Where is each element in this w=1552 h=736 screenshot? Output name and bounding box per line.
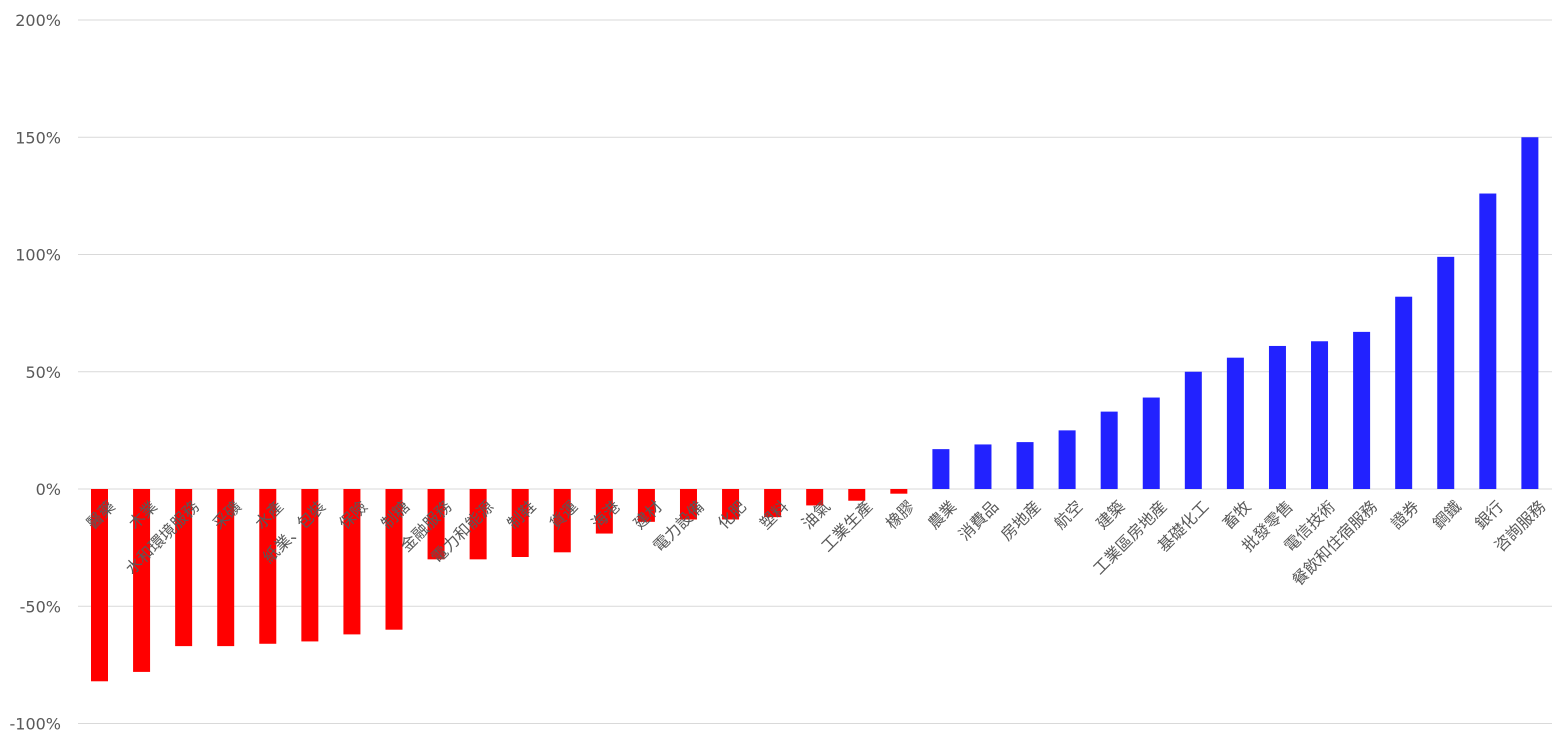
- bar: [259, 489, 277, 644]
- category-label: 建材: [630, 497, 666, 533]
- category-label: 貨運: [546, 497, 582, 533]
- bar: [469, 489, 487, 560]
- category-label: 制糖: [377, 497, 413, 533]
- bar: [1521, 137, 1539, 489]
- bar: [301, 489, 319, 642]
- category-label: 制鞋: [503, 497, 539, 533]
- bar: [722, 489, 740, 520]
- y-tick-label: 200%: [15, 11, 61, 30]
- category-label: 農業: [924, 497, 960, 533]
- bar: [175, 489, 193, 647]
- category-label: 水產: [251, 497, 287, 533]
- bar: [806, 489, 824, 506]
- bar: [890, 489, 908, 494]
- category-label: 油氣: [798, 497, 834, 533]
- bar: [553, 489, 571, 553]
- bar: [1100, 411, 1118, 489]
- bar: [1479, 193, 1497, 489]
- bar: [1437, 256, 1455, 489]
- bar: [637, 489, 655, 522]
- bar: [1184, 371, 1202, 489]
- bar: [1016, 442, 1034, 489]
- category-label: 鋼鐵: [1429, 497, 1465, 533]
- category-label: 醫藥: [83, 497, 119, 533]
- bar: [1395, 296, 1413, 489]
- bar: [595, 489, 613, 534]
- bar: [133, 489, 151, 672]
- bar: [91, 489, 108, 682]
- gridlines: [78, 19, 1552, 724]
- y-tick-label: 50%: [25, 363, 61, 382]
- bar: [511, 489, 529, 558]
- bar: [1268, 345, 1286, 489]
- bar: [343, 489, 361, 635]
- bar: [1226, 357, 1244, 489]
- category-label: 房地産: [997, 497, 1044, 544]
- category-label: 化肥: [714, 497, 750, 533]
- bar: [848, 489, 866, 501]
- bar: [764, 489, 782, 518]
- bar: [217, 489, 235, 647]
- y-tick-label: 100%: [15, 246, 61, 265]
- y-tick-label: 150%: [15, 128, 61, 147]
- category-label: 建築: [1092, 497, 1128, 533]
- bar: [974, 444, 992, 489]
- category-label: 橡膠: [882, 497, 918, 533]
- bar: [427, 489, 445, 560]
- category-label: 銀行: [1471, 497, 1507, 533]
- category-label: 畜牧: [1219, 497, 1255, 533]
- bar: [1142, 397, 1160, 489]
- category-label: 證券: [1387, 497, 1423, 533]
- bar: [1353, 331, 1371, 489]
- bars: [91, 137, 1539, 682]
- bar: [1058, 430, 1076, 489]
- category-label: 海港: [588, 497, 624, 533]
- category-label: 塑料: [756, 497, 792, 533]
- category-label: 保險: [335, 497, 371, 533]
- y-axis-ticks: 200% 150% 100% 50% 0% -50% -100%: [9, 11, 61, 734]
- bar: [932, 449, 950, 489]
- y-tick-label: 0%: [36, 480, 61, 499]
- bar: [1311, 341, 1329, 489]
- category-label: 消費品: [955, 497, 1002, 544]
- bar: [679, 489, 697, 520]
- y-tick-label: -50%: [20, 597, 61, 616]
- category-label: 采礦: [209, 497, 245, 533]
- category-label: 航空: [1050, 497, 1086, 533]
- y-tick-label: -100%: [9, 715, 61, 734]
- category-label: 木業: [125, 497, 161, 533]
- bar: [385, 489, 403, 630]
